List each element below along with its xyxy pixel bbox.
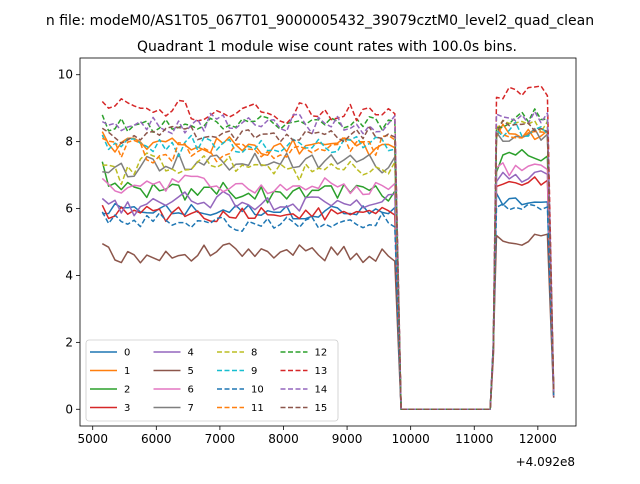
legend-label-6: 6 xyxy=(188,385,194,396)
y-tick-label: 8 xyxy=(65,135,73,149)
x-axis: 5000 6000 7000 8000 9000 10000 11000 12000 xyxy=(77,426,557,446)
series-layer xyxy=(101,85,555,411)
chart-title: n file: modeM0/AS1T05_067T01_9000005432_… xyxy=(46,13,594,29)
legend-label-0: 0 xyxy=(124,348,130,359)
y-tick-label: 0 xyxy=(65,402,73,416)
plot-area-frame xyxy=(79,57,577,427)
legend-label-13: 13 xyxy=(315,366,328,377)
legend-label-1: 1 xyxy=(124,366,130,377)
x-tick-label: 12000 xyxy=(519,432,557,446)
y-tick-label: 6 xyxy=(65,202,73,216)
legend-label-7: 7 xyxy=(188,403,194,414)
legend-label-4: 4 xyxy=(188,348,194,359)
legend-label-2: 2 xyxy=(124,385,130,396)
legend-label-3: 3 xyxy=(124,403,130,414)
y-axis: 0 2 4 6 8 10 xyxy=(58,68,80,416)
y-tick-label: 2 xyxy=(65,335,73,349)
x-tick-label: 10000 xyxy=(392,432,430,446)
legend-label-12: 12 xyxy=(315,348,328,359)
legend-label-14: 14 xyxy=(315,385,328,396)
series-line-15 xyxy=(101,119,555,411)
legend-label-9: 9 xyxy=(251,366,257,377)
chart-subtitle: Quadrant 1 module wise count rates with … xyxy=(137,39,517,55)
legend-box xyxy=(85,339,339,422)
y-tick-label: 4 xyxy=(65,268,73,282)
x-tick-label: 11000 xyxy=(455,432,493,446)
x-tick-label: 8000 xyxy=(268,432,299,446)
x-tick-label: 7000 xyxy=(205,432,236,446)
legend-label-10: 10 xyxy=(251,385,264,396)
y-tick-label: 10 xyxy=(58,68,73,82)
x-axis-offset-label: +4.092e8 xyxy=(516,455,575,469)
legend-label-5: 5 xyxy=(188,366,194,377)
legend-label-11: 11 xyxy=(251,403,264,414)
x-tick-label: 5000 xyxy=(77,432,108,446)
legend-label-8: 8 xyxy=(251,348,257,359)
x-tick-label: 9000 xyxy=(332,432,363,446)
x-tick-label: 6000 xyxy=(141,432,172,446)
legend-label-15: 15 xyxy=(315,403,328,414)
